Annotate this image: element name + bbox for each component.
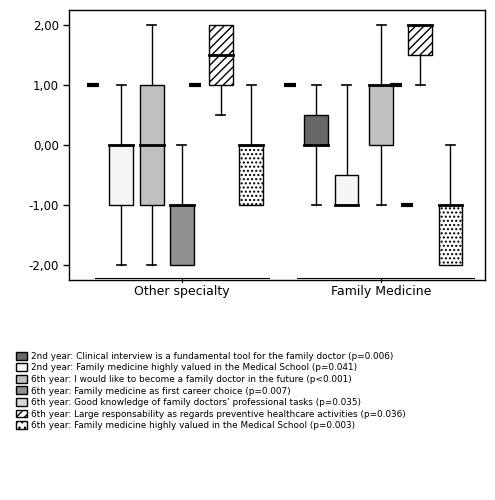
Text: Family Medicine: Family Medicine [331, 286, 431, 298]
Bar [170, 205, 194, 265]
Bar [408, 25, 432, 55]
Text: Other specialty: Other specialty [134, 286, 230, 298]
Bar [369, 85, 393, 145]
Legend: 2nd year: Clinical interview is a fundamental tool for the family doctor (p=0.00: 2nd year: Clinical interview is a fundam… [15, 352, 405, 430]
Bar [439, 205, 462, 265]
Bar [304, 115, 328, 145]
Bar [239, 145, 263, 205]
Bar [335, 175, 358, 205]
Bar [109, 145, 133, 205]
Bar [209, 25, 233, 85]
Bar [140, 85, 163, 205]
